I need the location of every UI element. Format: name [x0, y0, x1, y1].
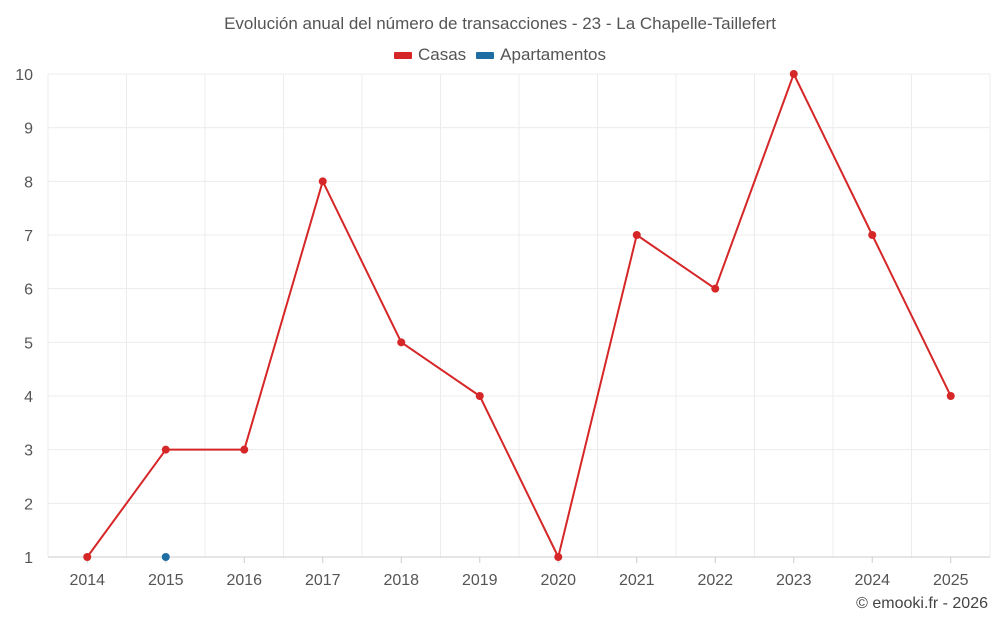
y-tick-label: 7 [24, 228, 33, 245]
legend-item-casas[interactable]: Casas [393, 45, 467, 65]
series-line-casas [86, 73, 952, 558]
data-point-casas [161, 445, 170, 454]
legend-label-casas: Casas [417, 45, 467, 64]
x-tick-label: 2024 [854, 572, 890, 589]
x-tick-label: 2017 [305, 572, 341, 589]
credit-text: © emooki.fr - 2026 [856, 595, 988, 612]
x-tick-label: 2019 [462, 572, 498, 589]
y-tick-label: 8 [24, 174, 33, 191]
y-tick-label: 2 [24, 496, 33, 513]
data-point-casas [318, 177, 327, 186]
legend-swatch-apartamentos [476, 51, 495, 59]
data-point-apartamentos [161, 553, 170, 561]
data-point-casas [632, 231, 641, 239]
x-tick-label: 2025 [933, 572, 969, 589]
x-tick-label: 2021 [619, 572, 655, 589]
data-point-casas [554, 553, 563, 561]
data-point-casas [475, 392, 484, 400]
x-tick-label: 2023 [776, 572, 812, 589]
y-tick-label: 3 [24, 443, 33, 460]
data-point-casas [711, 284, 720, 293]
y-tick-label: 10 [15, 67, 33, 84]
legend-swatch-casas [393, 51, 412, 59]
x-tick-label: 2022 [697, 572, 733, 589]
x-tick-label: 2018 [383, 572, 419, 589]
legend-item-apartamentos[interactable]: Apartamentos [476, 45, 606, 65]
data-point-casas [240, 445, 249, 454]
y-tick-label: 5 [24, 335, 33, 352]
data-point-casas [789, 70, 798, 78]
legend: Casas Apartamentos [0, 45, 1000, 65]
legend-label-apartamentos: Apartamentos [500, 45, 607, 64]
y-tick-label: 1 [24, 550, 33, 567]
y-tick-label: 9 [24, 121, 33, 138]
chart-title: Evolución anual del número de transaccio… [224, 14, 776, 33]
data-point-casas [946, 392, 955, 400]
y-tick-label: 6 [24, 282, 33, 299]
data-point-casas [397, 338, 406, 347]
x-tick-label: 2016 [226, 572, 262, 589]
data-point-casas [83, 553, 92, 561]
data-point-casas [868, 231, 877, 239]
x-tick-label: 2014 [69, 572, 105, 589]
y-tick-label: 4 [24, 389, 33, 406]
x-tick-label: 2020 [540, 572, 576, 589]
x-tick-label: 2015 [148, 572, 184, 589]
